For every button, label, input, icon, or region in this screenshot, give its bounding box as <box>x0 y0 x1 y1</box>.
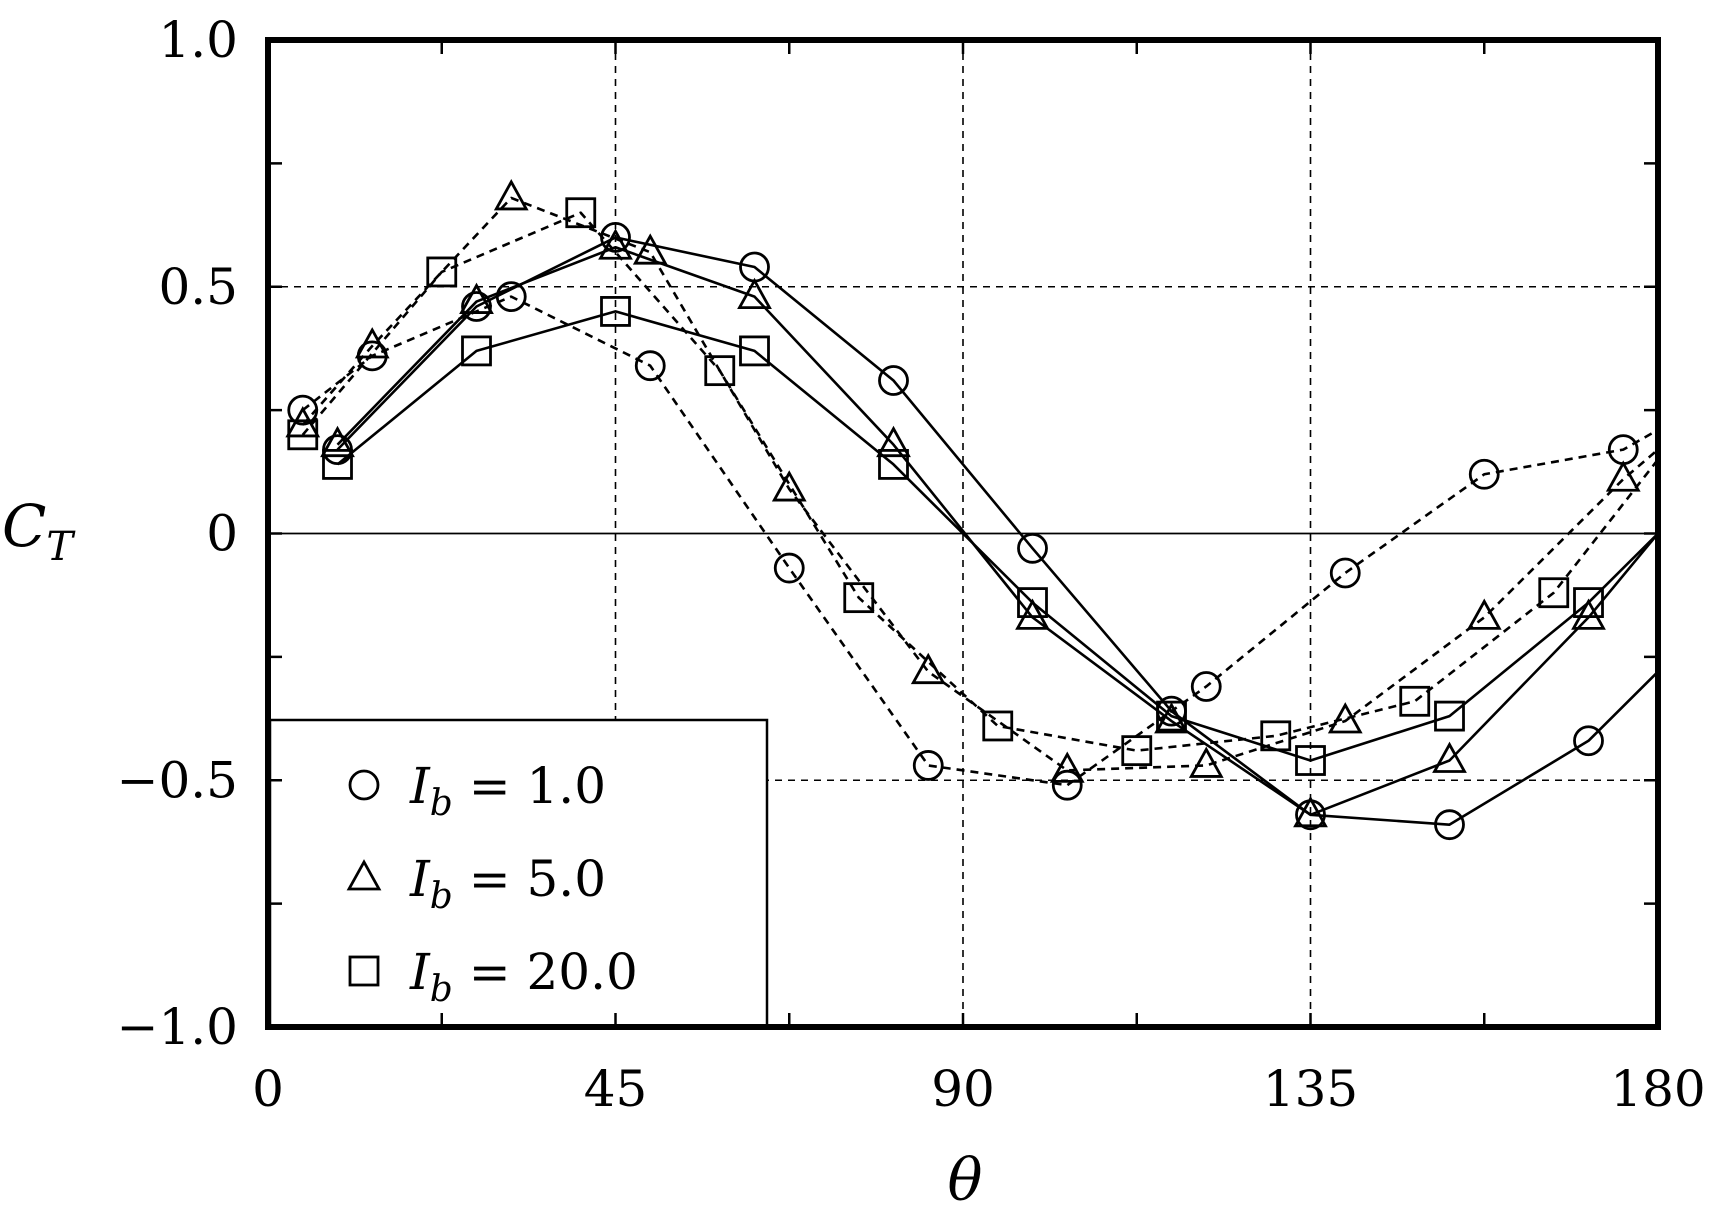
series-markers <box>285 179 1641 841</box>
square-marker <box>600 296 631 327</box>
square-marker <box>1156 700 1187 732</box>
x-tick-label: 90 <box>931 1060 995 1118</box>
series-line-square-dashed <box>301 211 1660 752</box>
circle-marker <box>495 281 527 313</box>
square-marker <box>1399 685 1431 717</box>
legend-box <box>268 718 769 1029</box>
triangle-marker <box>354 327 390 359</box>
circle-marker <box>912 750 944 781</box>
circle-marker <box>634 350 666 382</box>
x-axis-title: θ <box>948 1146 983 1214</box>
circle-marker <box>1573 725 1604 757</box>
square-marker <box>461 335 492 367</box>
square-marker <box>426 256 458 288</box>
square-marker <box>1434 700 1465 732</box>
triangle-marker <box>910 652 946 685</box>
x-tick-label: 45 <box>584 1060 648 1118</box>
triangle-marker <box>771 470 807 502</box>
circle-marker <box>1051 769 1083 801</box>
legend-label: Ib = 5.0 <box>409 850 606 917</box>
legend-marker-triangle <box>346 859 382 891</box>
triangle-marker <box>1154 702 1189 734</box>
x-tick-label: 0 <box>252 1060 284 1118</box>
square-marker <box>1295 745 1326 776</box>
tick-labels: 0 45 90 135 180 −1.0 −0.5 0 0.5 1.0 <box>117 11 1706 1118</box>
triangle-marker <box>1571 598 1606 630</box>
legend: Ib = 1.0 Ib = 5.0 Ib = 20.0 <box>268 718 769 1029</box>
triangle-marker <box>320 425 355 458</box>
square-marker <box>1017 587 1048 618</box>
triangle-marker <box>285 406 321 438</box>
circle-marker <box>1468 458 1500 490</box>
circle-marker <box>1190 671 1222 702</box>
triangle-marker <box>1188 746 1224 778</box>
ticks <box>268 40 1658 1027</box>
y-tick-label: −0.5 <box>117 751 238 809</box>
circle-marker <box>600 221 631 253</box>
y-tick-label: −1.0 <box>117 998 238 1056</box>
triangle-marker <box>493 179 529 211</box>
square-marker <box>982 710 1014 742</box>
triangle-marker <box>876 425 911 458</box>
square-marker <box>1573 587 1604 618</box>
circle-marker <box>461 291 492 322</box>
x-tick-label: 135 <box>1263 1060 1358 1118</box>
square-marker <box>1538 577 1570 609</box>
circle-marker <box>287 394 319 426</box>
legend-label: Ib = 20.0 <box>409 943 638 1010</box>
legend-marker-circle <box>348 769 380 801</box>
series-line-square-solid <box>336 310 1659 762</box>
y-axis-title: CT <box>2 492 76 570</box>
series-line-circle-solid <box>336 236 1659 826</box>
triangle-marker <box>632 233 668 265</box>
circle-marker <box>1329 557 1361 589</box>
circle-marker <box>1434 809 1465 841</box>
triangle-marker <box>1015 598 1050 630</box>
triangle-marker <box>1293 795 1328 828</box>
square-marker <box>878 449 909 480</box>
triangle-marker <box>1049 751 1085 783</box>
circle-marker <box>1017 532 1048 564</box>
legend-marker-square <box>348 955 380 987</box>
x-tick-label: 180 <box>1610 1060 1705 1118</box>
square-marker <box>1121 735 1153 767</box>
square-marker <box>565 197 597 229</box>
square-marker <box>1260 720 1292 752</box>
legend-label: Ib = 1.0 <box>409 757 606 824</box>
y-tick-label: 0 <box>206 505 238 563</box>
y-tick-label: 0.5 <box>158 258 238 316</box>
y-tick-label: 1.0 <box>158 11 238 69</box>
triangle-marker <box>598 228 633 260</box>
triangle-marker <box>1605 460 1641 492</box>
triangle-marker <box>1432 741 1467 773</box>
square-marker <box>843 582 875 614</box>
triangle-marker <box>459 282 494 314</box>
circle-marker <box>773 552 805 584</box>
square-marker <box>322 449 353 480</box>
square-marker <box>739 335 770 367</box>
triangle-marker <box>737 277 772 310</box>
triangle-marker <box>1466 598 1502 630</box>
triangle-marker <box>1327 702 1363 734</box>
circle-marker <box>878 365 909 396</box>
square-marker <box>704 355 736 387</box>
square-marker <box>287 419 319 451</box>
